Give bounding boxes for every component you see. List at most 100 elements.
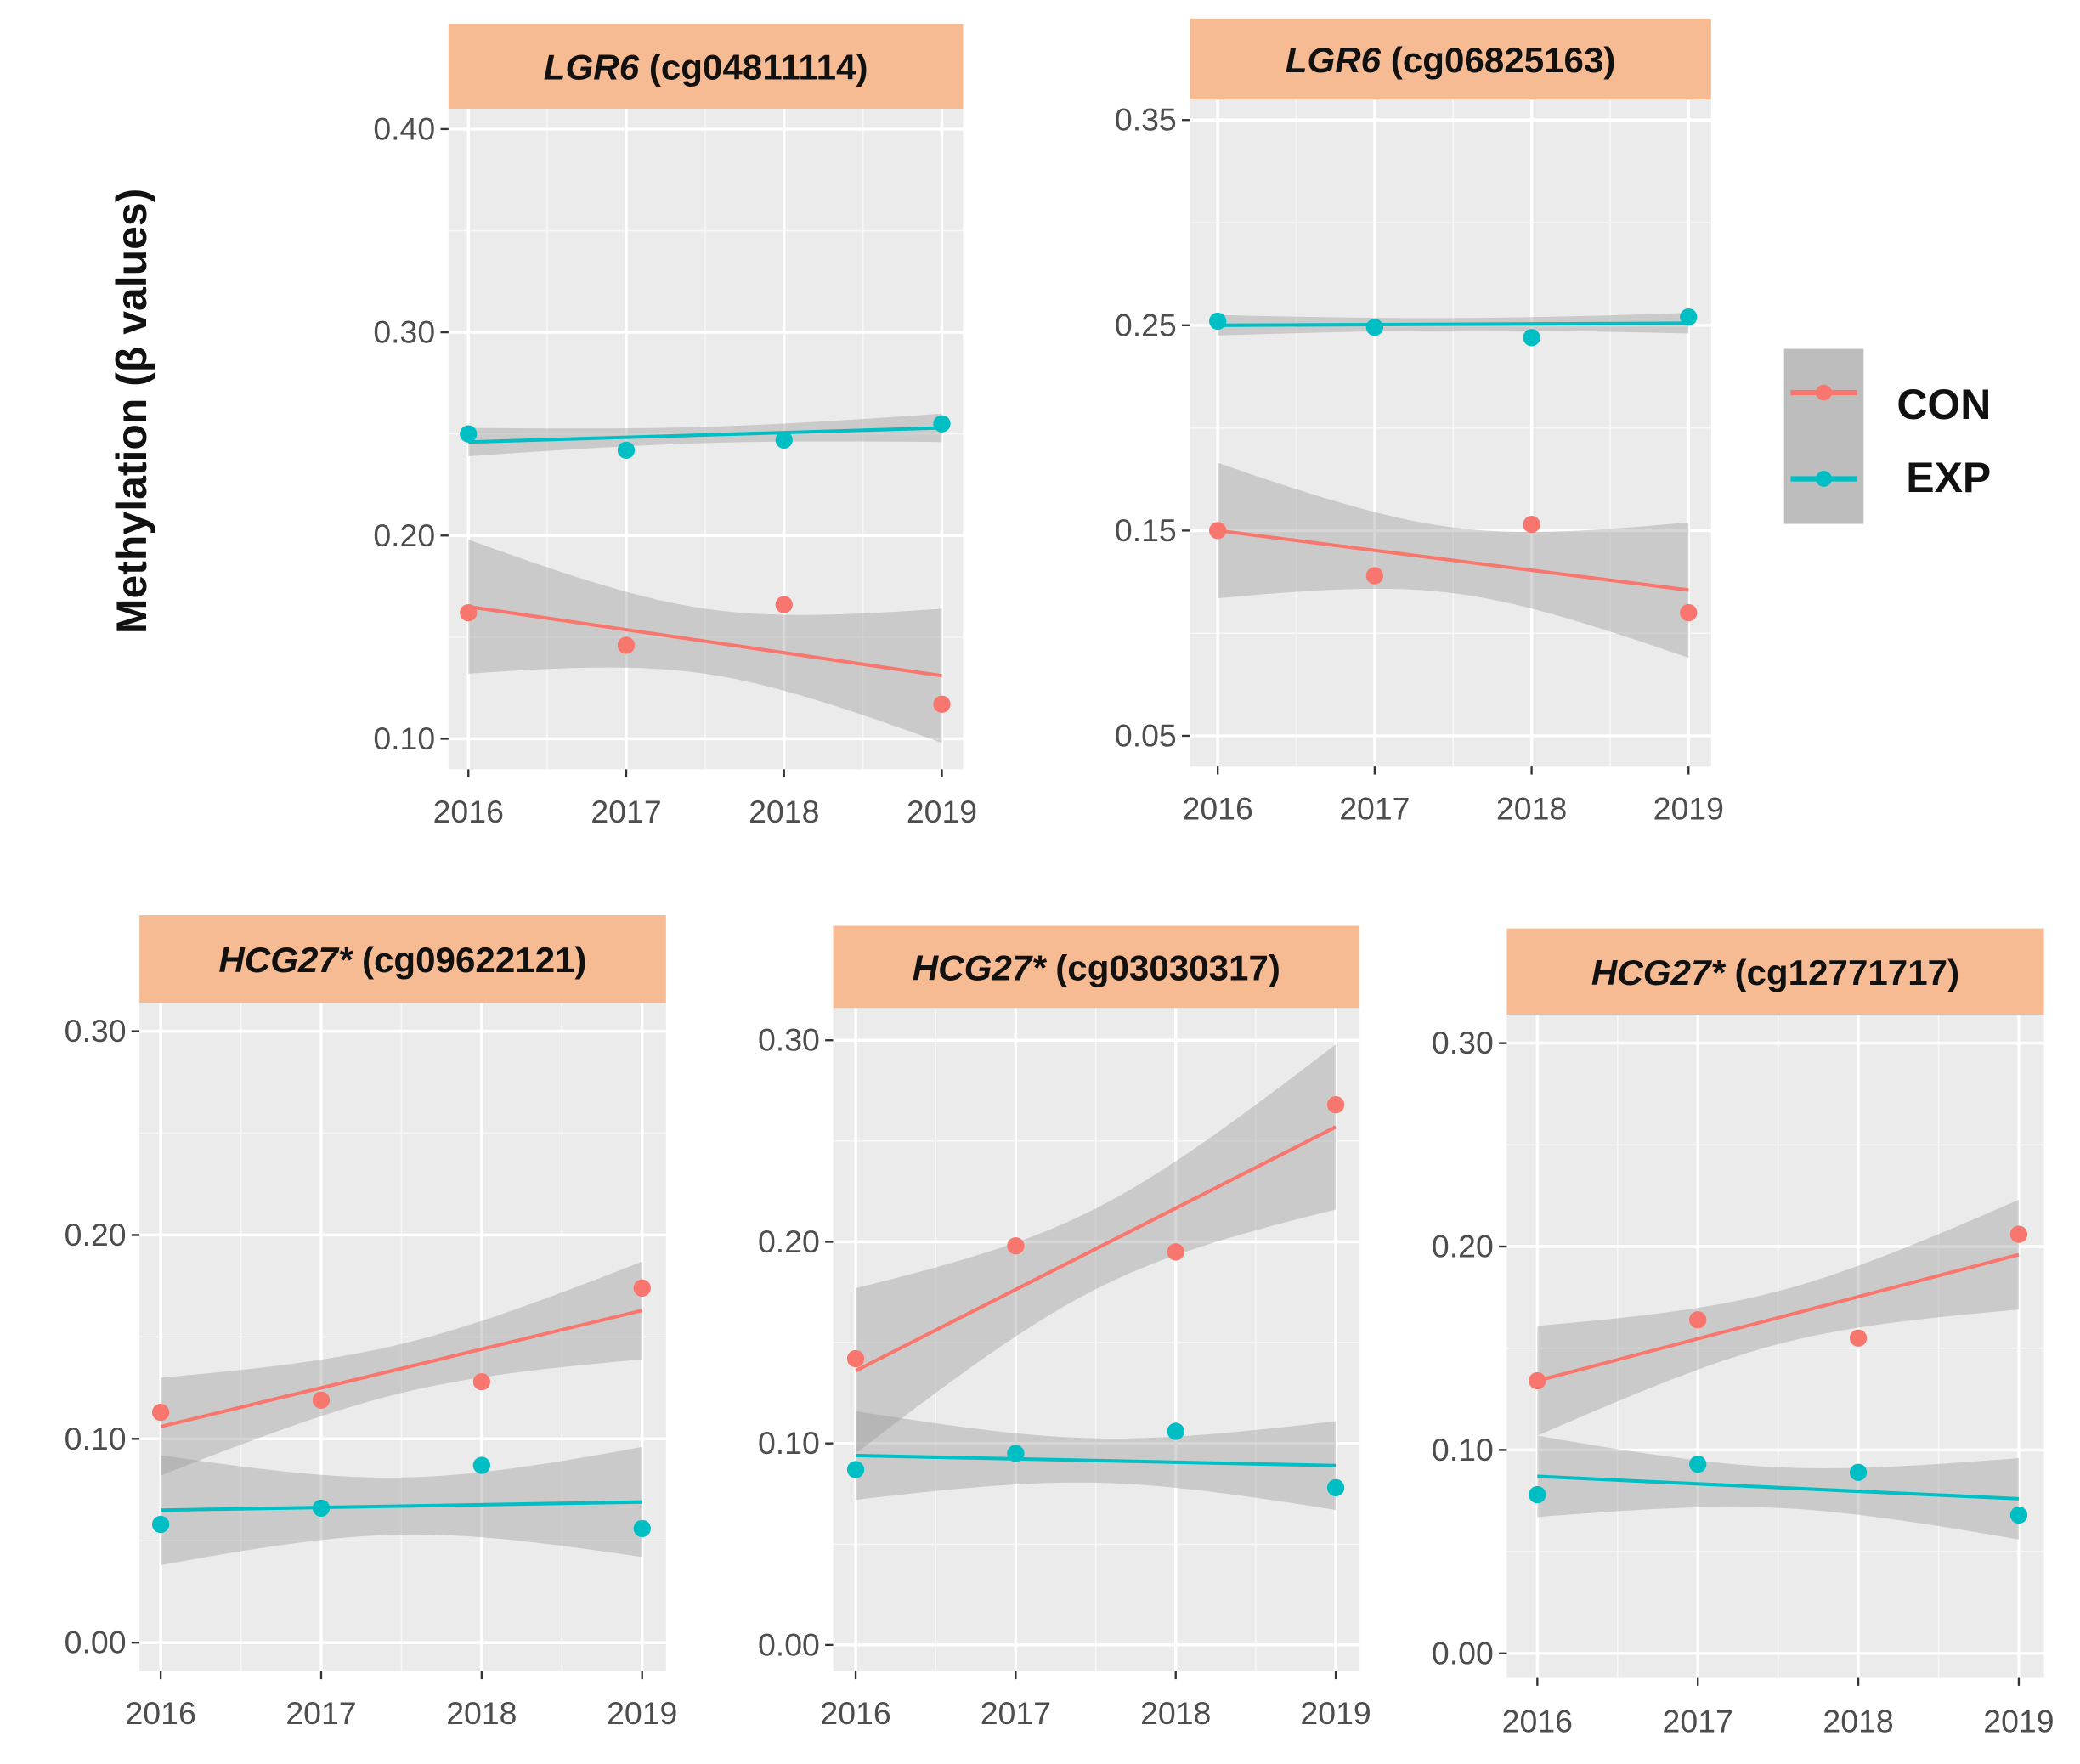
- facet-probe: (cg06825163): [1381, 40, 1615, 80]
- trend-line-exp: [1537, 1474, 2020, 1501]
- legend-label-con: CON: [1896, 381, 1991, 428]
- x-tick-label: 2017: [285, 1695, 356, 1731]
- data-point-con: [633, 1279, 651, 1297]
- y-tick-label: 0.30: [758, 1022, 820, 1058]
- trend-line-con: [1217, 529, 1689, 592]
- data-point-con: [1523, 515, 1540, 534]
- data-point-exp: [633, 1519, 651, 1537]
- facet-gene: HCG27*: [913, 948, 1048, 988]
- facet-probe: (cg12771717): [1725, 953, 1959, 992]
- facet-title: LGR6 (cg06825163): [1286, 40, 1616, 80]
- facet-title: LGR6 (cg04811114): [544, 48, 868, 88]
- data-point-con: [2009, 1225, 2028, 1243]
- x-tick-label: 2017: [1663, 1704, 1733, 1739]
- trend-line-con: [1536, 1252, 2020, 1382]
- y-tick-label: 0.05: [1115, 717, 1177, 753]
- data-point-exp: [1209, 312, 1227, 331]
- data-point-con: [1326, 1096, 1345, 1114]
- data-point-con: [1007, 1237, 1025, 1255]
- data-point-con: [1680, 603, 1698, 622]
- data-point-exp: [1365, 319, 1384, 336]
- x-tick-label: 2019: [1983, 1704, 2054, 1739]
- trend-line-con: [160, 1309, 643, 1428]
- data-point-con: [1209, 522, 1227, 540]
- data-point-exp: [1680, 308, 1698, 326]
- data-point-exp: [1523, 329, 1540, 347]
- data-point-con: [472, 1373, 491, 1391]
- facet-probe: (cg09622121): [352, 940, 586, 980]
- data-point-exp: [1007, 1445, 1025, 1462]
- data-point-con: [846, 1349, 865, 1368]
- data-point-con: [775, 596, 793, 613]
- x-tick-label: 2016: [820, 1695, 890, 1731]
- panel-background: [1506, 1015, 2044, 1678]
- data-point-con: [1365, 567, 1384, 585]
- x-tick-label: 2019: [1653, 791, 1724, 827]
- y-tick-label: 0.35: [1115, 102, 1177, 138]
- facet-probe: (cg03030317): [1046, 948, 1280, 988]
- legend-exp-point: [1816, 471, 1832, 487]
- panel-4: 0.00 0.10 0.20 0.30 2016 2017 2018 2019 HCG27* (…: [758, 925, 1371, 1731]
- y-tick-label: 0.30: [373, 314, 435, 350]
- x-tick-label: 2018: [1823, 1704, 1893, 1739]
- data-point-con: [933, 695, 951, 713]
- panel-1: 0.10 0.20 0.30 0.40 2016 2017 2018 2019 LGR6 (cg…: [373, 24, 977, 829]
- data-point-exp: [151, 1515, 170, 1534]
- y-tick-label: 0.20: [1432, 1228, 1494, 1264]
- data-point-con: [1167, 1243, 1184, 1261]
- y-tick-label: 0.00: [758, 1626, 820, 1662]
- y-tick-label: 0.10: [373, 721, 435, 756]
- x-tick-label: 2019: [607, 1695, 677, 1731]
- data-point-exp: [933, 415, 951, 433]
- legend-label-exp: EXP: [1906, 454, 1991, 501]
- facet-strip: [448, 24, 964, 109]
- x-tick-label: 2018: [446, 1695, 517, 1731]
- data-point-con: [460, 604, 478, 622]
- panel-5: 0.00 0.10 0.20 0.30 2016 2017 2018 2019 HCG27* (…: [1432, 928, 2055, 1739]
- x-tick-label: 2018: [1496, 791, 1567, 827]
- y-tick-label: 0.30: [65, 1013, 127, 1049]
- x-tick-label: 2016: [433, 794, 504, 829]
- data-point-exp: [2009, 1506, 2028, 1524]
- y-tick-label: 0.15: [1115, 512, 1177, 548]
- data-point-con: [617, 636, 636, 654]
- y-tick-label: 0.25: [1115, 307, 1177, 342]
- y-tick-label: 0.00: [65, 1625, 127, 1660]
- trend-line-exp: [161, 1500, 642, 1512]
- data-point-exp: [472, 1456, 491, 1474]
- legend-con-point: [1816, 384, 1832, 401]
- facet-title: HCG27* (cg09622121): [218, 940, 586, 980]
- panel-3: 0.00 0.10 0.20 0.30 2016 2017 2018 2019 HCG27* (…: [65, 915, 677, 1731]
- legend-key-background: [1783, 348, 1864, 524]
- trend-line-exp: [1218, 321, 1689, 327]
- panel-2: 0.05 0.15 0.25 0.35 2016 2017 2018 2019 LGR6 (cg…: [1115, 18, 1724, 827]
- y-tick-label: 0.10: [65, 1421, 127, 1456]
- facet-gene: LGR6: [544, 48, 640, 88]
- trend-line-exp: [468, 426, 942, 444]
- trend-line-con: [855, 1125, 1337, 1373]
- facet-title: HCG27* (cg03030317): [913, 948, 1280, 988]
- facet-gene: HCG27*: [1591, 953, 1727, 992]
- facet-probe: (cg04811114): [639, 48, 868, 88]
- data-point-con: [312, 1391, 331, 1409]
- facet-strip: [139, 915, 666, 1004]
- data-point-exp: [775, 431, 793, 449]
- facet-strip: [1506, 928, 2044, 1015]
- data-point-con: [1529, 1371, 1546, 1390]
- y-tick-label: 0.00: [1432, 1635, 1494, 1671]
- trend-line-exp: [855, 1453, 1337, 1467]
- data-point-exp: [460, 425, 478, 443]
- data-point-exp: [1167, 1422, 1184, 1440]
- data-point-exp: [1849, 1463, 1868, 1481]
- data-point-exp: [1326, 1478, 1345, 1497]
- data-point-con: [151, 1403, 170, 1422]
- y-tick-label: 0.20: [758, 1224, 820, 1259]
- legend: CON EXP: [1783, 348, 1991, 524]
- data-point-exp: [1689, 1456, 1707, 1473]
- data-point-exp: [617, 441, 636, 459]
- facet-strip: [833, 925, 1360, 1009]
- x-tick-label: 2017: [591, 794, 661, 829]
- data-point-exp: [846, 1461, 865, 1478]
- facet-title: HCG27* (cg12771717): [1591, 953, 1959, 992]
- data-point-con: [1689, 1311, 1707, 1329]
